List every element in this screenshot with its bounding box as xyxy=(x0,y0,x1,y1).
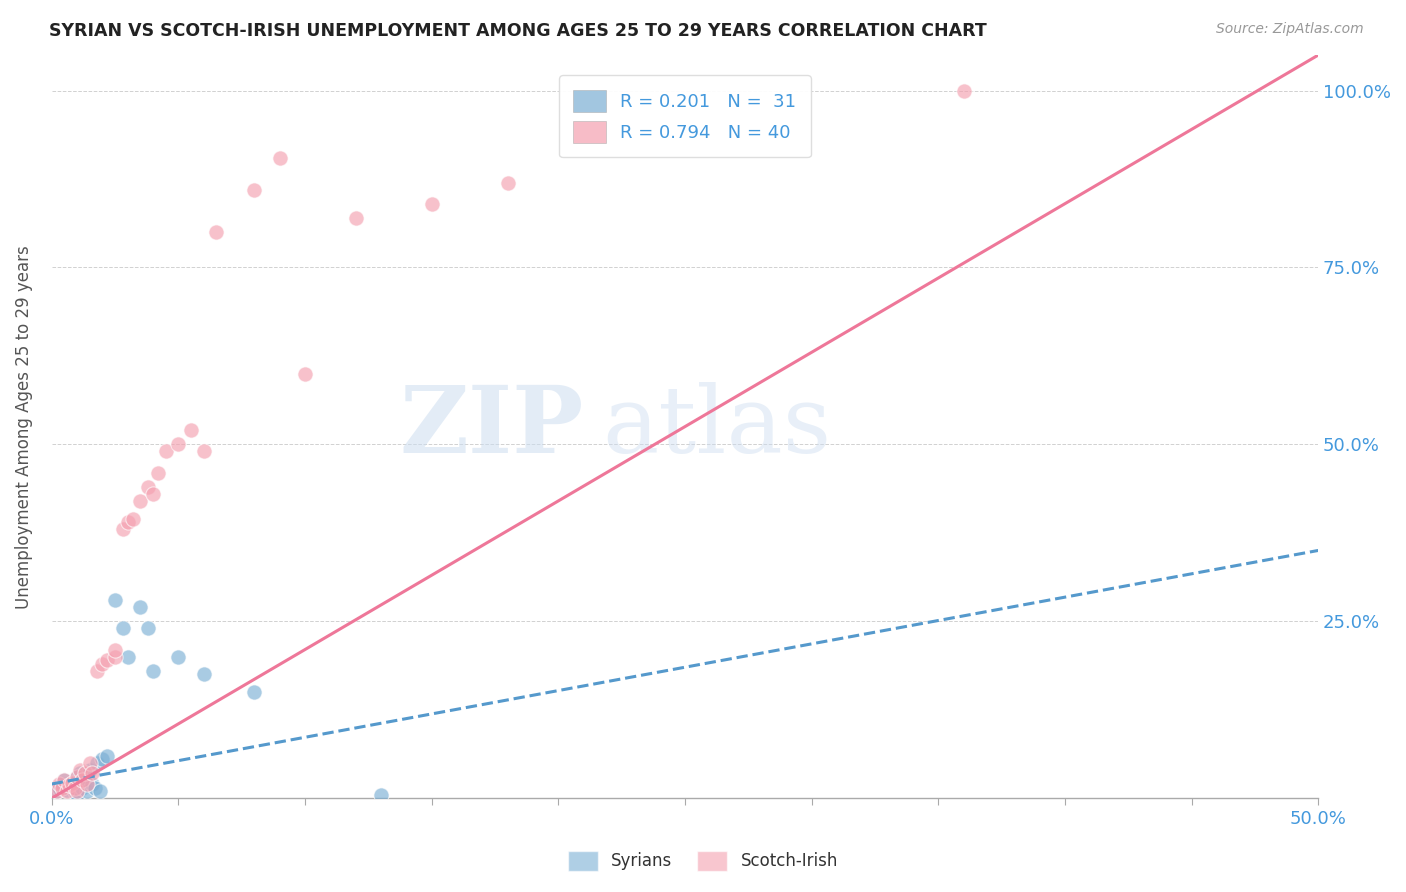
Point xyxy=(73,766,96,780)
Point xyxy=(193,667,215,681)
Point xyxy=(193,444,215,458)
Point xyxy=(66,770,89,784)
Point xyxy=(121,511,143,525)
Point xyxy=(66,784,89,798)
Y-axis label: Unemployment Among Ages 25 to 29 years: Unemployment Among Ages 25 to 29 years xyxy=(15,244,32,608)
Point xyxy=(91,752,114,766)
Point xyxy=(63,785,86,799)
Point xyxy=(104,593,127,607)
Point xyxy=(117,649,139,664)
Point xyxy=(243,183,266,197)
Point xyxy=(420,196,443,211)
Point xyxy=(243,685,266,699)
Point xyxy=(155,444,177,458)
Point xyxy=(83,780,105,795)
Point xyxy=(129,600,152,615)
Point xyxy=(58,778,80,792)
Text: Source: ZipAtlas.com: Source: ZipAtlas.com xyxy=(1216,22,1364,37)
Point xyxy=(53,773,76,788)
Point xyxy=(76,784,98,798)
Point xyxy=(111,621,134,635)
Point xyxy=(142,664,165,678)
Point xyxy=(96,653,118,667)
Point xyxy=(48,777,70,791)
Point xyxy=(89,784,111,798)
Point xyxy=(56,784,79,798)
Point xyxy=(205,225,228,239)
Point xyxy=(79,763,101,777)
Point xyxy=(82,766,104,780)
Point xyxy=(82,777,104,791)
Point xyxy=(96,748,118,763)
Point xyxy=(69,763,91,777)
Point xyxy=(370,788,392,802)
Point xyxy=(104,649,127,664)
Point xyxy=(48,780,70,795)
Point xyxy=(146,466,169,480)
Point xyxy=(66,770,89,784)
Point xyxy=(91,657,114,671)
Point xyxy=(51,780,73,795)
Point xyxy=(63,780,86,795)
Point xyxy=(142,487,165,501)
Point xyxy=(344,211,367,225)
Text: ZIP: ZIP xyxy=(399,382,583,472)
Point xyxy=(45,784,67,798)
Legend: R = 0.201   N =  31, R = 0.794   N = 40: R = 0.201 N = 31, R = 0.794 N = 40 xyxy=(560,75,811,157)
Point xyxy=(294,367,316,381)
Point xyxy=(56,782,79,797)
Point xyxy=(79,756,101,770)
Text: SYRIAN VS SCOTCH-IRISH UNEMPLOYMENT AMONG AGES 25 TO 29 YEARS CORRELATION CHART: SYRIAN VS SCOTCH-IRISH UNEMPLOYMENT AMON… xyxy=(49,22,987,40)
Point xyxy=(73,773,96,788)
Point xyxy=(104,642,127,657)
Point xyxy=(167,437,190,451)
Point xyxy=(60,775,83,789)
Point xyxy=(136,621,159,635)
Point xyxy=(496,176,519,190)
Point xyxy=(86,664,108,678)
Point xyxy=(45,784,67,798)
Point xyxy=(66,788,89,802)
Point xyxy=(70,773,93,788)
Point xyxy=(51,777,73,791)
Point xyxy=(167,649,190,664)
Legend: Syrians, Scotch-Irish: Syrians, Scotch-Irish xyxy=(560,842,846,880)
Point xyxy=(60,775,83,789)
Point xyxy=(69,766,91,780)
Point xyxy=(180,423,202,437)
Point xyxy=(86,756,108,770)
Point xyxy=(111,522,134,536)
Point xyxy=(129,494,152,508)
Point xyxy=(76,777,98,791)
Point xyxy=(136,480,159,494)
Point xyxy=(58,778,80,792)
Point xyxy=(952,83,974,97)
Point xyxy=(53,773,76,788)
Point xyxy=(269,151,291,165)
Point xyxy=(117,515,139,529)
Point xyxy=(70,780,93,795)
Text: atlas: atlas xyxy=(603,382,832,472)
